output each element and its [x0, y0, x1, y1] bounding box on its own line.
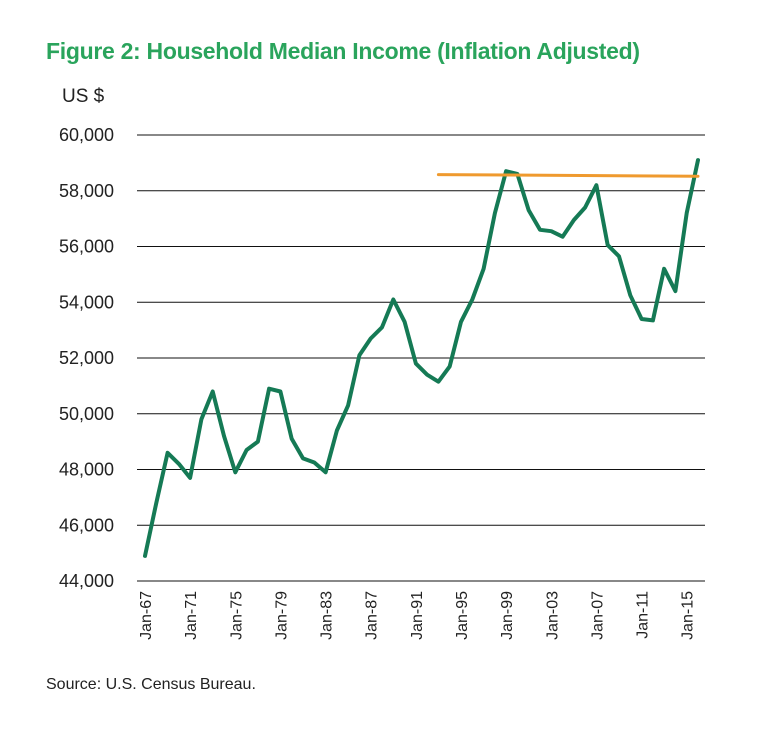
y-tick-labels: 44,000 46,000 48,000 50,000 52,000 54,000 56,0… — [59, 125, 114, 591]
y-tick-label: 44,000 — [59, 571, 114, 591]
x-tick-label: Jan-99 — [499, 591, 516, 640]
y-axis-label: US $ — [62, 86, 105, 107]
y-tick-label: 50,000 — [59, 404, 114, 424]
chart-title: Figure 2: Household Median Income (Infla… — [46, 38, 640, 64]
x-tick-label: Jan-07 — [589, 591, 606, 640]
y-tick-label: 48,000 — [59, 460, 114, 480]
x-tick-label: Jan-95 — [454, 591, 471, 640]
x-tick-label: Jan-11 — [635, 591, 652, 639]
x-tick-label: Jan-71 — [183, 591, 200, 640]
x-tick-label: Jan-75 — [228, 591, 245, 640]
source-note: Source: U.S. Census Bureau. — [46, 676, 256, 693]
x-tick-label: Jan-87 — [364, 591, 381, 640]
x-tick-label: Jan-91 — [409, 591, 426, 640]
reference-line — [436, 173, 700, 178]
x-tick-label: Jan-03 — [544, 591, 561, 640]
x-tick-labels: Jan-67 Jan-71 Jan-75 Jan-79 Jan-83 Jan-87 Jan-… — [138, 591, 697, 640]
x-tick-label: Jan-15 — [680, 591, 697, 640]
income-series-line — [143, 158, 700, 558]
y-tick-label: 56,000 — [59, 237, 114, 257]
y-tick-label: 52,000 — [59, 348, 114, 368]
x-tick-label: Jan-67 — [138, 591, 155, 640]
y-tick-label: 54,000 — [59, 292, 114, 312]
x-tick-label: Jan-79 — [273, 591, 290, 640]
series-lines — [143, 158, 700, 558]
y-tick-label: 58,000 — [59, 181, 114, 201]
x-tick-label: Jan-83 — [319, 591, 336, 640]
gridlines — [137, 134, 705, 582]
y-tick-label: 46,000 — [59, 515, 114, 535]
y-tick-label: 60,000 — [59, 125, 114, 145]
